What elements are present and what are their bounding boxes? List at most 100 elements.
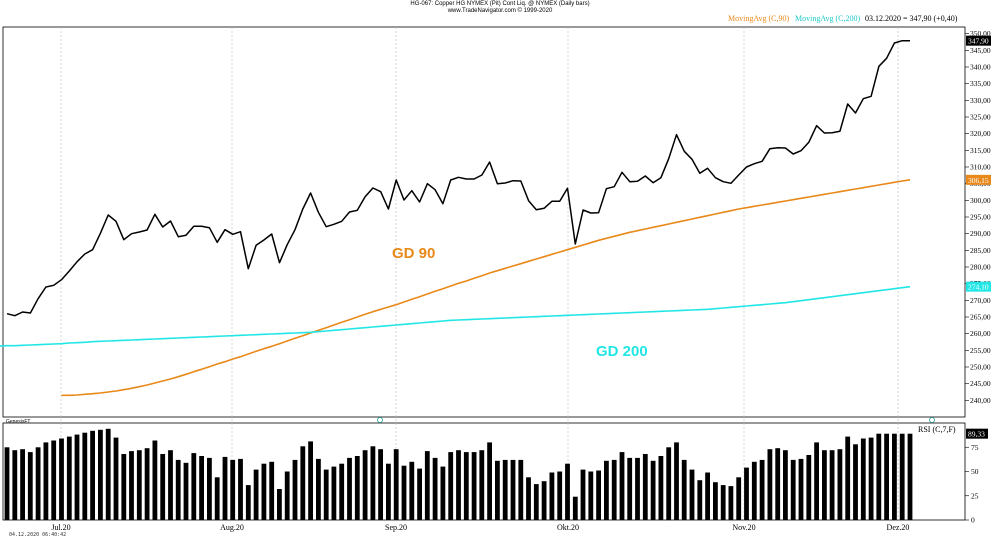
- rsi-bar: [627, 457, 633, 520]
- rsi-bar: [720, 485, 726, 520]
- rsi-bar: [666, 447, 672, 521]
- rsi-bar: [502, 459, 508, 520]
- rsi-bar: [261, 463, 267, 520]
- rsi-bar: [175, 459, 181, 520]
- rsi-bar: [853, 444, 858, 520]
- rsi-last-label: 89,33: [968, 430, 985, 439]
- x-tick-label: Dez.20: [887, 523, 910, 532]
- rsi-bar: [471, 452, 477, 520]
- rsi-bar: [580, 469, 586, 520]
- rsi-bar: [681, 459, 687, 520]
- rsi-bar: [837, 449, 843, 520]
- series-price: [6, 39, 910, 317]
- y-tick-label: 350,00: [970, 29, 991, 38]
- genesis-source: GenesisFT: [6, 419, 31, 425]
- rsi-bar: [66, 436, 72, 520]
- rsi-bar: [736, 477, 742, 520]
- rsi-bar: [479, 450, 485, 520]
- rsi-title: RSI (C,7,F): [918, 425, 956, 434]
- rsi-bar: [619, 452, 625, 520]
- rsi-bar: [611, 459, 617, 520]
- rsi-bar: [744, 467, 749, 520]
- rsi-last-box: [966, 428, 988, 439]
- rsi-bar: [152, 440, 158, 520]
- y-tick-label: 295,00: [970, 213, 991, 222]
- rsi-bar: [35, 447, 41, 521]
- rsi-bar: [308, 441, 313, 520]
- chart-frame: [2, 26, 966, 521]
- rsi-bar: [168, 450, 173, 520]
- rsi-bar: [565, 463, 570, 520]
- rsi-bar: [845, 436, 851, 520]
- rsi-y-tick-label: 75: [971, 443, 979, 452]
- rsi-bar: [191, 453, 197, 520]
- y-tick-label: 250,00: [970, 363, 991, 372]
- rsi-bar: [759, 459, 765, 520]
- y-tick-label: 330,00: [970, 96, 991, 105]
- rsi-bar: [432, 457, 438, 520]
- rsi-bar: [144, 448, 150, 520]
- y-tick-label: 255,00: [970, 346, 991, 355]
- x-tick-label: Okt.20: [557, 523, 579, 532]
- rsi-bar: [884, 433, 889, 520]
- footer-timestamp: 04.12.2020 06:40:42: [9, 532, 67, 538]
- rsi-bar: [448, 452, 454, 520]
- y-tick-label: 335,00: [970, 79, 991, 88]
- y-tick-label: 270,00: [970, 296, 991, 305]
- rsi-bar: [642, 454, 648, 520]
- rsi-bar: [362, 450, 368, 520]
- rsi-bar: [604, 460, 609, 520]
- rsi-bar: [860, 438, 866, 520]
- y-tick-label: 300,00: [970, 196, 991, 205]
- rsi-bar: [207, 457, 212, 520]
- rsi-bar: [417, 468, 422, 520]
- last-value-label-ma200: 274,10: [968, 283, 989, 292]
- y-tick-label: 265,00: [970, 313, 991, 322]
- rsi-bar: [238, 458, 243, 520]
- rsi-bar: [292, 459, 298, 520]
- chart-title: HG-067: Copper HG NYMEX (Pit) Cont Liq. …: [410, 1, 590, 7]
- y-tick-label: 290,00: [970, 229, 991, 238]
- rsi-bar: [409, 461, 415, 520]
- rsi-bar: [549, 472, 555, 520]
- rsi-bar: [783, 450, 788, 520]
- rsi-bar: [456, 450, 461, 520]
- rsi-bar: [697, 480, 703, 520]
- rsi-y-tick-label: 25: [971, 491, 979, 500]
- event-marker: [929, 417, 935, 423]
- legend-ma200: MovingAvg (C,200): [795, 14, 861, 23]
- rsi-bar: [876, 433, 882, 520]
- rsi-bar: [214, 477, 220, 520]
- rsi-bar: [284, 471, 290, 520]
- rsi-bar: [868, 437, 874, 520]
- rsi-bar: [323, 469, 329, 520]
- rsi-bar: [199, 456, 204, 520]
- rsi-bar: [495, 460, 500, 520]
- y-tick-label: 280,00: [970, 263, 991, 272]
- rsi-bar: [59, 438, 64, 520]
- rsi-bar: [798, 458, 804, 520]
- rsi-bar: [393, 449, 399, 520]
- rsi-bar: [230, 459, 236, 520]
- rsi-bar: [713, 482, 718, 520]
- rsi-bar: [401, 465, 407, 520]
- rsi-bar: [907, 433, 913, 520]
- y-tick-label: 325,00: [970, 113, 991, 122]
- y-tick-label: 345,00: [970, 46, 991, 55]
- rsi-bar: [588, 471, 594, 520]
- last-value-box-ma90: [966, 174, 991, 185]
- rsi-y-tick-label: 50: [971, 467, 979, 476]
- rsi-bar: [4, 447, 10, 521]
- rsi-bar: [82, 432, 88, 520]
- series-lines: [0, 39, 911, 397]
- rsi-bar: [12, 450, 18, 520]
- rsi-bar: [339, 463, 345, 520]
- series-ma90: [61, 179, 911, 397]
- rsi-bar: [705, 472, 710, 520]
- y-tick-label: 310,00: [970, 163, 991, 172]
- x-tick-label: Nov.20: [732, 523, 755, 532]
- rsi-bar: [596, 470, 601, 520]
- x-tick-label: Sep.20: [385, 523, 407, 532]
- rsi-bar: [27, 452, 33, 520]
